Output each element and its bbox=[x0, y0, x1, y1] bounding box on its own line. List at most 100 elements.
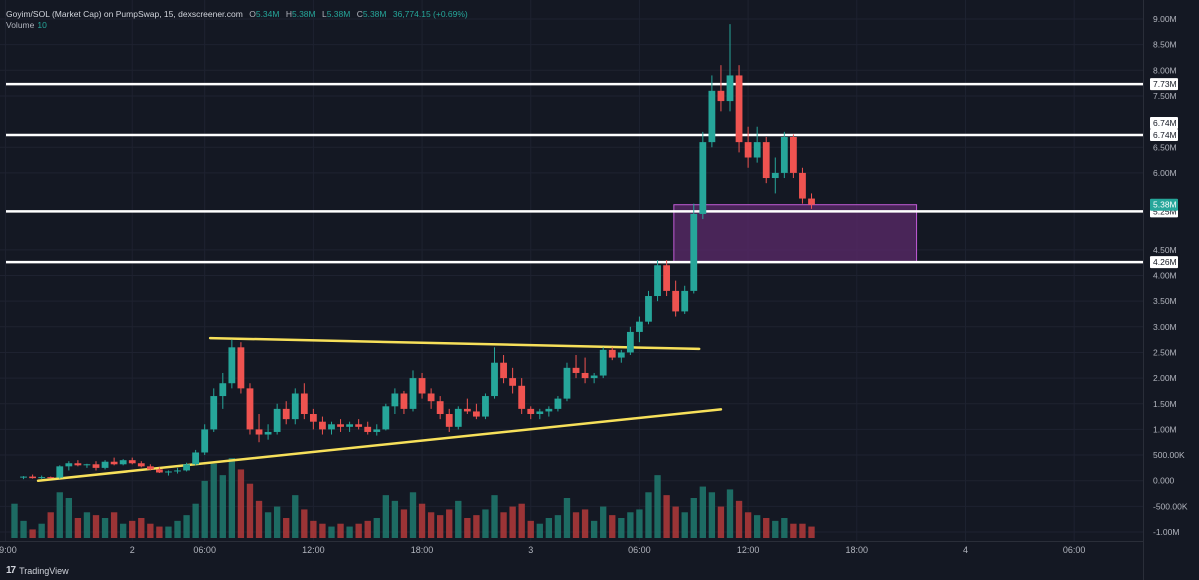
y-tick-label: 6.50M bbox=[1153, 142, 1177, 152]
candle-body bbox=[663, 265, 670, 291]
candle-body bbox=[753, 142, 761, 158]
volume-bar bbox=[147, 523, 154, 538]
volume-bar bbox=[355, 523, 362, 538]
horizontal-level-lines[interactable] bbox=[6, 82, 1143, 264]
candle-body bbox=[137, 463, 145, 467]
candle-body bbox=[255, 429, 263, 435]
y-tick-label: -1.00M bbox=[1153, 527, 1179, 537]
candle-body bbox=[165, 471, 172, 473]
volume-bar bbox=[609, 515, 616, 538]
symbol-title[interactable]: Goyim/SOL (Market Cap) on PumpSwap, 15, … bbox=[6, 9, 243, 19]
volume-bar bbox=[509, 506, 516, 538]
price-scale[interactable]: 9.00M 8.50M 8.00M 7.50M 6.50M 6.00M 4.50M 4.00M… bbox=[1150, 14, 1188, 537]
y-tick-label: 1.00M bbox=[1153, 424, 1177, 434]
volume-bar bbox=[364, 520, 371, 538]
volume-bar bbox=[681, 512, 688, 538]
candle-body bbox=[56, 466, 64, 478]
candle-body bbox=[771, 172, 779, 179]
price-label-badge bbox=[1150, 116, 1178, 129]
candle-body bbox=[246, 388, 254, 430]
y-tick-label: 2.00M bbox=[1153, 373, 1177, 383]
candle-body bbox=[219, 383, 227, 397]
volume-bar bbox=[781, 518, 788, 538]
candle-body bbox=[273, 408, 281, 432]
volume-bar bbox=[455, 500, 462, 538]
candle-body bbox=[799, 172, 806, 199]
time-scale-separator bbox=[0, 541, 1143, 542]
volume-bar bbox=[47, 512, 54, 538]
low-value: 5.38M bbox=[326, 9, 351, 19]
y-tick-label: 3.50M bbox=[1153, 296, 1177, 306]
candle-body bbox=[174, 470, 181, 472]
volume-value: 10 bbox=[37, 20, 47, 30]
volume-bar bbox=[744, 512, 752, 538]
candle-body bbox=[717, 90, 725, 102]
candle-body bbox=[590, 375, 598, 379]
candle-body bbox=[500, 362, 507, 379]
low-key: L bbox=[321, 9, 327, 19]
candle-body bbox=[337, 424, 344, 427]
y-tick-label: 6.00M bbox=[1153, 168, 1177, 178]
high-key: H bbox=[285, 9, 292, 19]
tradingview-watermark[interactable]: 17 TradingView bbox=[6, 565, 69, 576]
last-price-text: 5.38M bbox=[1153, 200, 1177, 210]
volume-bar bbox=[201, 480, 208, 538]
volume-bar bbox=[446, 509, 453, 538]
candle-body bbox=[146, 466, 154, 470]
candle-body bbox=[409, 378, 417, 409]
volume-bar bbox=[808, 526, 815, 538]
supply-demand-zone[interactable] bbox=[673, 204, 918, 263]
tradingview-logo-icon: 17 bbox=[6, 565, 16, 576]
trendlines[interactable] bbox=[36, 336, 723, 482]
candle-body bbox=[518, 385, 526, 409]
candle-body bbox=[101, 461, 109, 468]
volume-bar bbox=[672, 506, 679, 538]
volume-bar bbox=[283, 518, 290, 538]
volume-bar bbox=[391, 500, 399, 538]
candle-body bbox=[210, 396, 218, 430]
candle-body bbox=[445, 414, 453, 427]
volume-bar bbox=[337, 523, 344, 538]
volume-bar bbox=[165, 526, 172, 538]
volume-bar bbox=[500, 512, 507, 538]
volume-bar bbox=[536, 523, 543, 538]
close-value: 5.38M bbox=[362, 9, 387, 19]
y-tick-label: 1.50M bbox=[1153, 399, 1177, 409]
volume-bar bbox=[110, 512, 118, 538]
volume-bar bbox=[183, 515, 190, 538]
volume-bar bbox=[699, 486, 706, 538]
volume-bar bbox=[29, 529, 36, 538]
candle-body bbox=[38, 477, 46, 479]
candle-body bbox=[65, 463, 73, 467]
candle-body bbox=[427, 393, 435, 402]
volume-histogram bbox=[11, 458, 815, 538]
candle-body bbox=[617, 352, 625, 358]
candle-body bbox=[473, 411, 480, 417]
candle-body bbox=[92, 464, 100, 468]
time-scale[interactable]: 19:00 2 06:00 12:00 18:00 3 06:00 12:00 18:00 4 06… bbox=[0, 545, 1085, 555]
candle-body bbox=[690, 213, 698, 291]
volume-bar bbox=[690, 498, 697, 538]
candle-body bbox=[536, 411, 544, 415]
candle-body bbox=[626, 331, 634, 353]
volume-label[interactable]: Volume bbox=[6, 20, 35, 30]
candle-body bbox=[346, 424, 353, 427]
price-label-text: 5.25M bbox=[1153, 206, 1177, 216]
volume-bar bbox=[11, 503, 18, 538]
candle-body bbox=[355, 424, 363, 427]
volume-bar bbox=[255, 500, 263, 538]
x-tick-label: 06:00 bbox=[193, 545, 216, 555]
candle-body bbox=[328, 424, 335, 430]
y-tick-label: 0.000 bbox=[1153, 476, 1175, 486]
volume-bar bbox=[138, 518, 145, 538]
candle-body bbox=[128, 460, 136, 464]
volume-bar bbox=[799, 523, 806, 538]
candle-body bbox=[645, 296, 652, 322]
x-tick-label: 2 bbox=[130, 545, 135, 555]
volume-bar bbox=[101, 518, 109, 538]
chart-legend: Goyim/SOL (Market Cap) on PumpSwap, 15, … bbox=[6, 9, 468, 31]
volume-bar bbox=[663, 495, 670, 538]
volume-bar bbox=[726, 489, 734, 538]
volume-bar bbox=[527, 520, 534, 538]
